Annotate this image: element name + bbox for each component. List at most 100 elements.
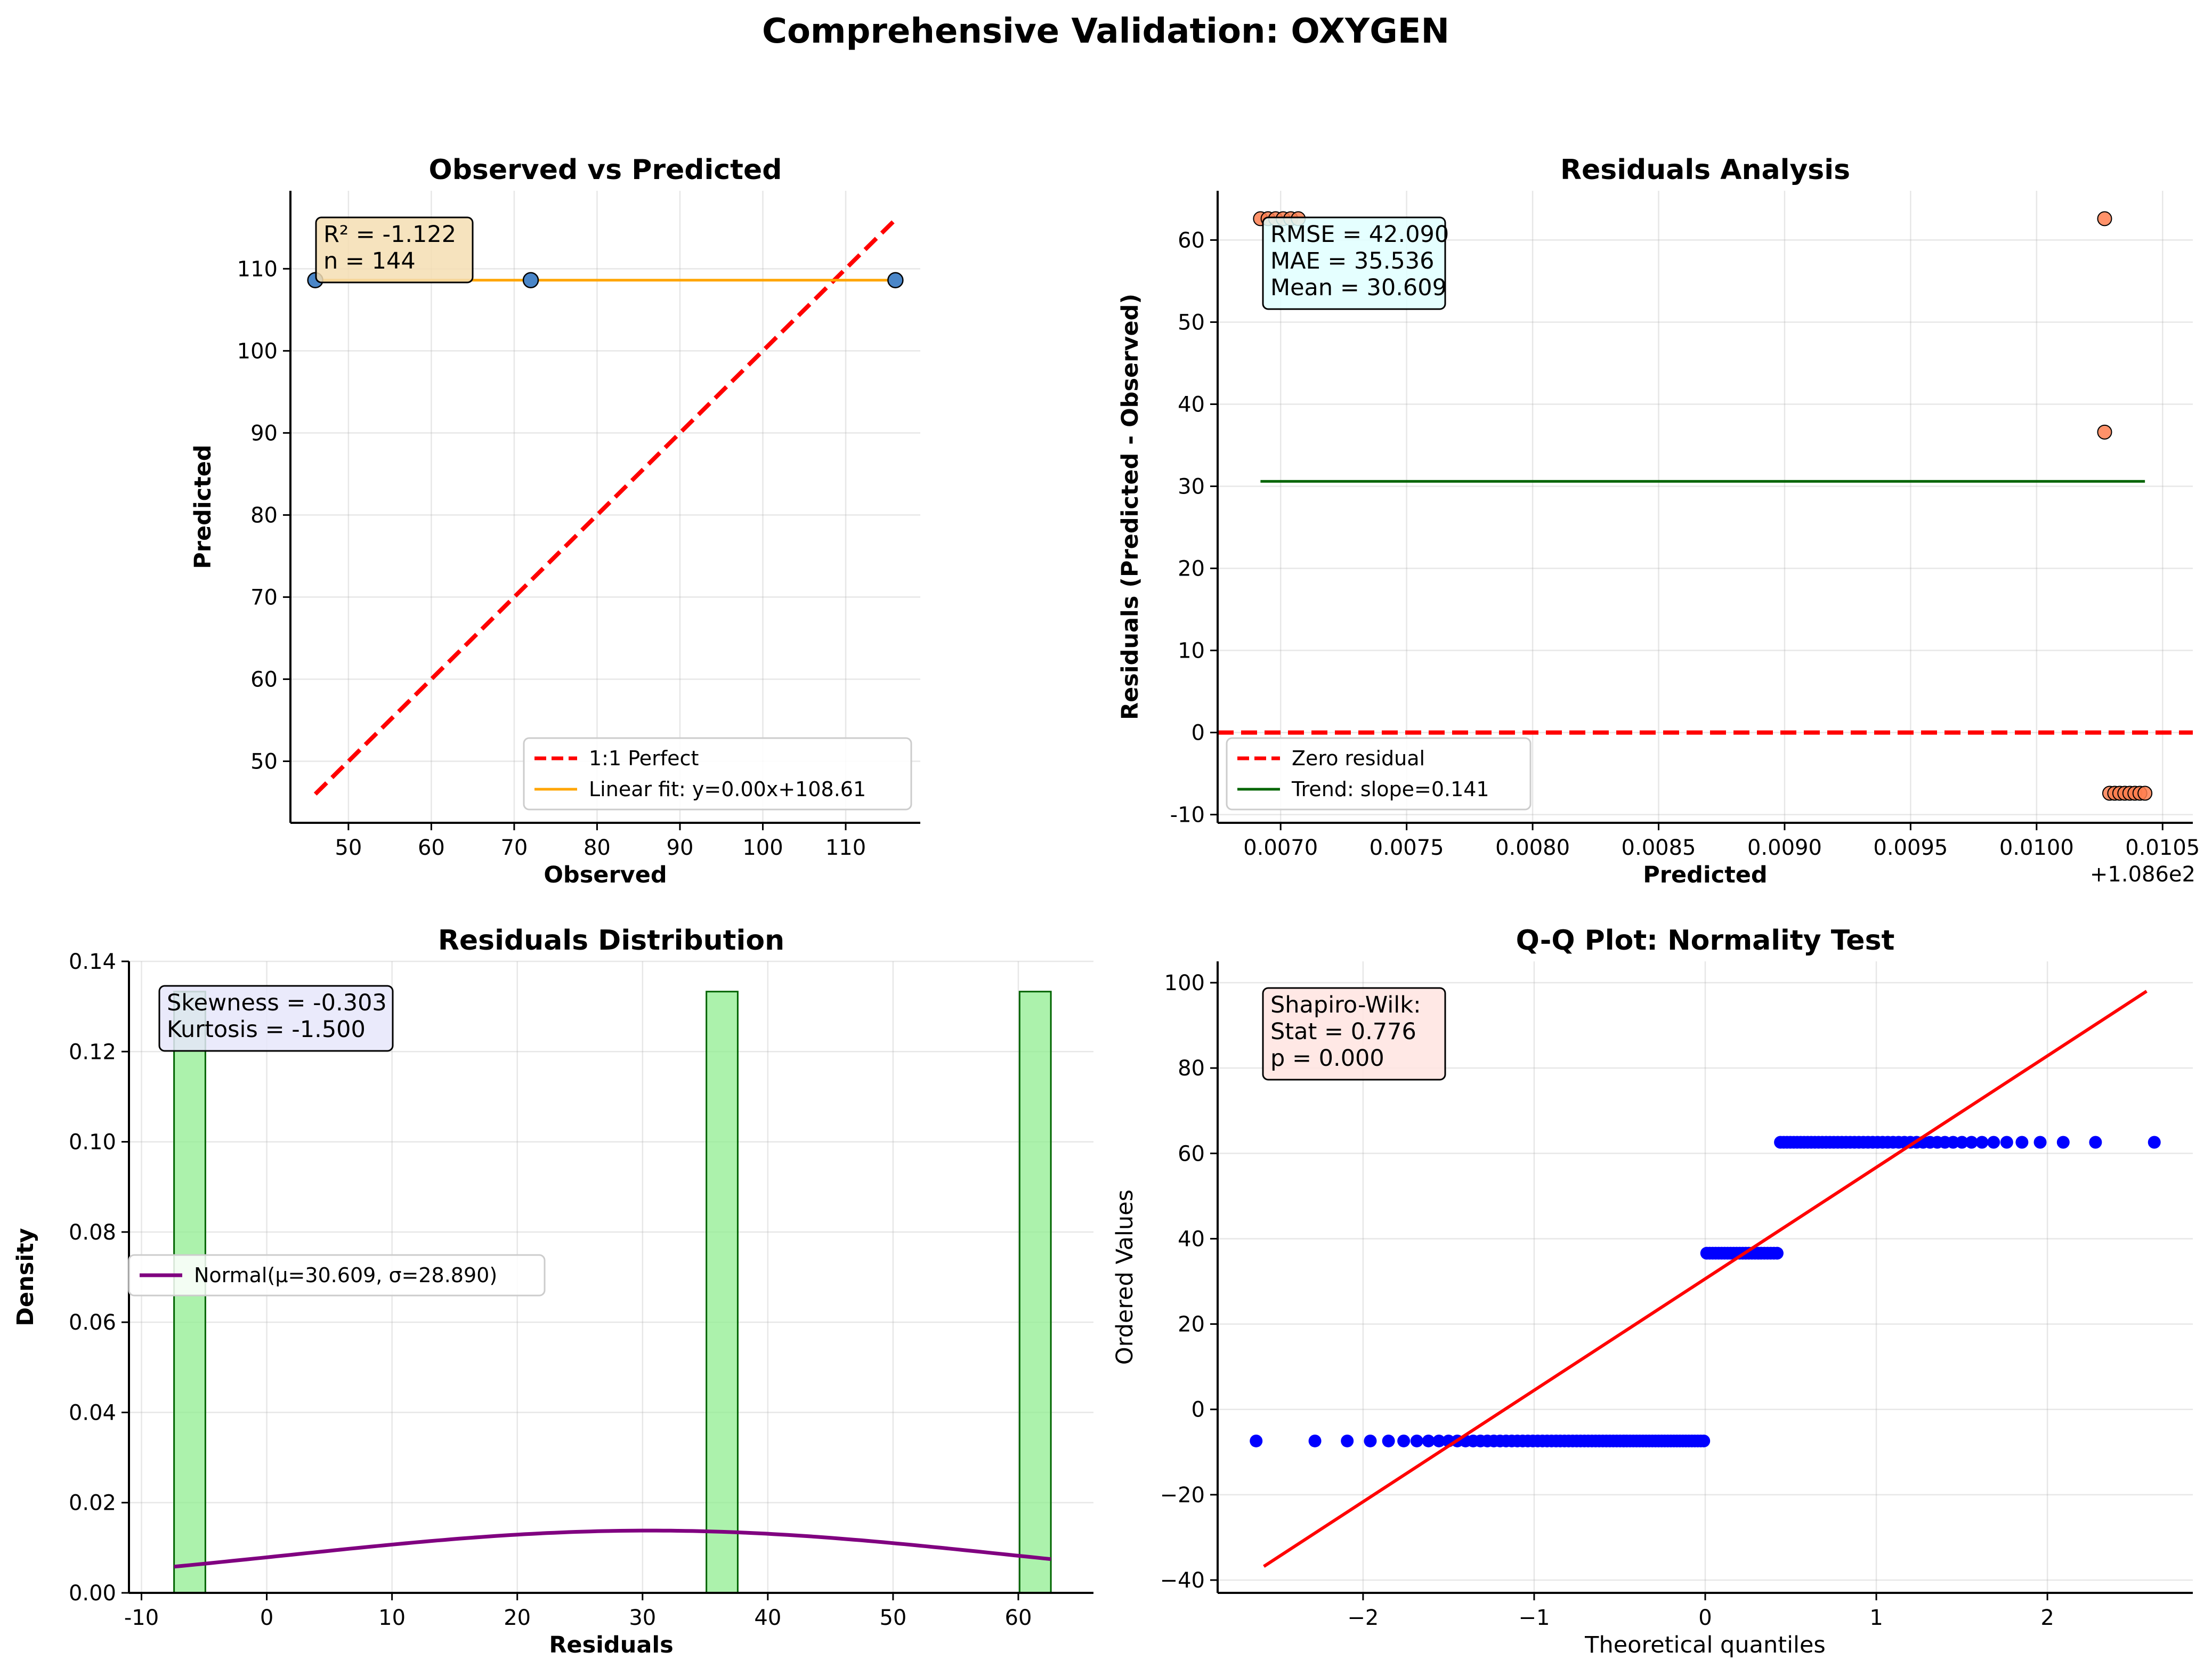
x-tick-label: 0.0100 (1999, 836, 2074, 860)
x-tick-label: 0.0085 (1622, 836, 1696, 860)
rmse-annotation-line: Mean = 30.609 (1270, 274, 1447, 301)
y-tick-label: 0.10 (69, 1130, 116, 1155)
x-tick-label: 110 (825, 836, 866, 860)
qq-point (1341, 1434, 1354, 1447)
y-tick-label: 0 (1192, 721, 1205, 746)
x-tick-label: -10 (124, 1606, 159, 1630)
legend-resid (1226, 737, 1532, 811)
y-axis-label: Residuals (Predicted - Observed) (1117, 294, 1144, 720)
y-tick-label: 0.02 (69, 1491, 116, 1516)
x-tick-label: −2 (1347, 1606, 1379, 1630)
x-tick-label: 0.0070 (1243, 836, 1318, 860)
y-tick-label: 80 (250, 503, 278, 528)
y-axis-label: Ordered Values (1112, 1189, 1138, 1365)
qq-point (1697, 1434, 1711, 1447)
panel-residuals-distribution: -10 0 10 20 30 40 50 60 0.00 0.02 0.04 0.06 0.08 0.10… (12, 925, 1093, 1658)
y-tick-label: 70 (250, 585, 278, 610)
panels: 50 60 70 80 90 100 1105060708090100110Observed… (12, 154, 2200, 1658)
qq-point (2089, 1136, 2102, 1149)
y-tick-label: 0.06 (69, 1310, 116, 1335)
y-tick-label: 60 (1178, 228, 1205, 253)
qq-point (1432, 1434, 1446, 1447)
x-tick-label: 1 (1869, 1606, 1883, 1630)
rmse-annotation-line: RMSE = 42.090 (1270, 221, 1449, 248)
shapiro-annotation-line: Shapiro-Wilk: (1270, 992, 1421, 1018)
data-point (522, 272, 539, 288)
panel-title: Observed vs Predicted (429, 154, 782, 186)
y-tick-label: 30 (1178, 474, 1205, 499)
y-axis-label: Density (12, 1228, 39, 1326)
y-tick-label: 20 (1178, 557, 1205, 581)
perfect-line (313, 218, 897, 796)
qq-point (2015, 1136, 2029, 1149)
x-tick-label: 0.0090 (1747, 836, 1822, 860)
y-axis-label: Predicted (190, 444, 216, 569)
x-tick-label: 2 (2040, 1606, 2054, 1630)
legend-dist (128, 1254, 546, 1297)
y-tick-label: 60 (1178, 1141, 1205, 1166)
y-tick-label: 50 (250, 749, 278, 774)
qq-point (1770, 1246, 1784, 1260)
residual-point (2097, 424, 2112, 440)
y-tick-label: 10 (1178, 639, 1205, 663)
qq-point (1987, 1136, 2000, 1149)
x-tick-label: 100 (742, 836, 783, 860)
y-tick-label: 60 (250, 667, 278, 692)
y-tick-label: 0.00 (69, 1581, 116, 1606)
r2-annotation-box (315, 216, 474, 284)
y-tick-label: 40 (1178, 392, 1205, 417)
y-tick-label: -10 (1170, 803, 1205, 828)
panel-title: Residuals Distribution (438, 925, 784, 957)
y-tick-label: 0.12 (69, 1040, 116, 1064)
skew-annotation-box (158, 985, 394, 1052)
x-tick-label: −1 (1518, 1606, 1550, 1630)
x-tick-label: 20 (504, 1606, 531, 1630)
x-tick-label: 40 (754, 1606, 781, 1630)
residual-point (2097, 211, 2112, 226)
qq-point (1410, 1434, 1423, 1447)
x-tick-label: 0.0095 (1873, 836, 1948, 860)
y-tick-label: 90 (250, 421, 278, 446)
legend-obs (523, 737, 912, 811)
x-axis-label: Observed (544, 862, 667, 888)
x-tick-label: 50 (335, 836, 362, 860)
x-offset-label: +1.086e2 (2090, 862, 2195, 887)
x-tick-label: 10 (378, 1606, 406, 1630)
qq-point (1250, 1434, 1263, 1447)
residual-point (2137, 786, 2153, 801)
y-tick-label: 110 (237, 257, 278, 281)
x-tick-label: 0.0105 (2125, 836, 2200, 860)
panel-observed-vs-predicted: 50 60 70 80 90 100 110 50 60 70 80 90 100 110 Observed… (190, 154, 920, 888)
qq-point (1308, 1434, 1322, 1447)
rmse-annotation-box (1262, 216, 1446, 310)
skew-annotation-line: Skewness = -0.303 (167, 990, 387, 1016)
qq-point (1975, 1136, 1989, 1149)
x-tick-label: 0 (260, 1606, 273, 1630)
skew-annotation-line: Kurtosis = -1.500 (167, 1016, 366, 1043)
y-tick-label: 0 (1192, 1398, 1205, 1422)
figure-title: Comprehensive Validation: OXYGEN (762, 12, 1449, 51)
legend-resid-entry: Zero residual (1292, 747, 1425, 770)
rmse-annotation-line: MAE = 35.536 (1270, 248, 1435, 274)
y-tick-label: −40 (1160, 1568, 1205, 1593)
shapiro-annotation-box (1262, 987, 1446, 1081)
x-tick-label: 0.0080 (1495, 836, 1570, 860)
legend-obs-entry: Linear fit: y=0.00x+108.61 (589, 778, 866, 801)
y-tick-label: 80 (1178, 1056, 1205, 1081)
y-tick-label: −20 (1160, 1483, 1205, 1508)
normal-curve (174, 1528, 1051, 1569)
panel-title: Residuals Analysis (1560, 154, 1850, 186)
panel-residuals-analysis: 0.0070 0.0075 0.0080 0.0085 0.0090 0.0095 0.01… (1117, 154, 2200, 888)
legend-obs-entry: 1:1 Perfect (589, 747, 699, 770)
qq-point (1382, 1434, 1395, 1447)
qq-point (2148, 1136, 2161, 1149)
x-tick-label: 30 (629, 1606, 656, 1630)
qq-fit-line (1263, 990, 2148, 1568)
qq-point (1965, 1136, 1978, 1149)
shapiro-annotation-line: p = 0.000 (1270, 1045, 1384, 1072)
x-axis-label: Residuals (549, 1632, 673, 1658)
x-tick-label: 60 (1005, 1606, 1032, 1630)
qq-point (1955, 1136, 1968, 1149)
x-tick-label: 0.0075 (1370, 836, 1444, 860)
x-axis-label: Predicted (1643, 862, 1767, 888)
